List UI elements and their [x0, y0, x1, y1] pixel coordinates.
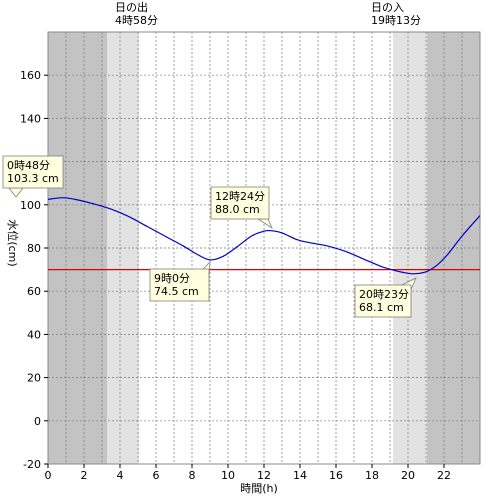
callout-box	[149, 268, 210, 302]
x-tick-label: 6	[153, 469, 160, 482]
callout-pointer	[8, 187, 24, 198]
sunrise-time: 4時58分	[115, 14, 158, 27]
y-tick-label: 80	[27, 242, 41, 255]
y-axis: -20020406080100120140160	[20, 69, 48, 471]
callout-value: 103.3 cm	[7, 172, 59, 185]
y-tick-label: 20	[27, 372, 41, 385]
sunset-title: 日の入	[371, 1, 404, 14]
y-tick-label: 60	[27, 285, 41, 298]
callout-time: 0時48分	[7, 159, 50, 172]
y-tick-label: 140	[20, 112, 41, 125]
callout-time: 12時24分	[215, 190, 265, 203]
sunset-time: 19時13分	[371, 14, 421, 27]
y-tick-label: 160	[20, 69, 41, 82]
x-tick-label: 14	[293, 469, 307, 482]
callout-box	[354, 284, 412, 318]
y-tick-label: 40	[27, 328, 41, 341]
callout-box	[2, 155, 64, 189]
water-level-line	[47, 197, 481, 275]
x-tick-label: 8	[189, 469, 196, 482]
x-tick-label: 4	[117, 469, 124, 482]
x-axis-label: 時間(h)	[240, 482, 278, 495]
twilight-band-morning	[107, 32, 139, 464]
x-tick-label: 0	[45, 469, 52, 482]
y-tick-label: 100	[20, 199, 41, 212]
x-tick-label: 22	[437, 469, 451, 482]
x-tick-label: 18	[365, 469, 379, 482]
x-tick-label: 20	[401, 469, 415, 482]
callout-time: 20時23分	[359, 288, 409, 301]
callout-time: 9時0分	[154, 272, 190, 285]
callout-value: 68.1 cm	[359, 301, 404, 314]
sunrise-title: 日の出	[115, 0, 148, 14]
x-tick-label: 16	[329, 469, 343, 482]
y-axis-label: 水位(cm)	[6, 219, 20, 266]
x-axis: 0 2 4 6 8 10 12 14 16 18 20 22	[45, 464, 451, 482]
x-tick-label: 10	[221, 469, 235, 482]
y-tick-label: -20	[23, 458, 41, 471]
callout-box	[210, 186, 270, 220]
x-tick-label: 12	[257, 469, 271, 482]
callout-value: 74.5 cm	[154, 285, 199, 298]
x-tick-label: 2	[81, 469, 88, 482]
y-tick-label: 0	[34, 415, 41, 428]
callout-value: 88.0 cm	[215, 203, 260, 216]
